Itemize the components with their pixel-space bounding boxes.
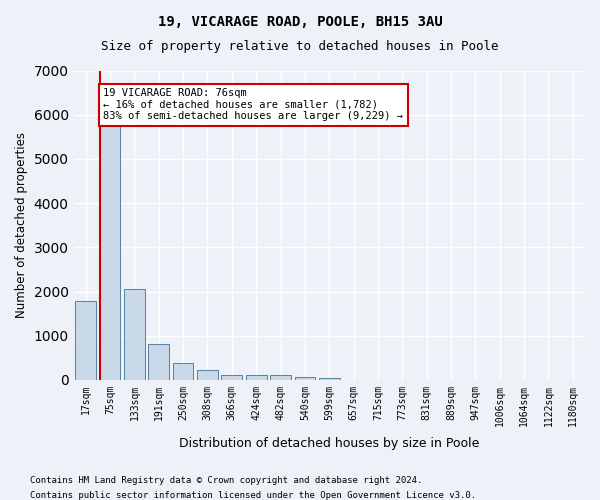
Bar: [221, 374, 242, 380]
Bar: [100, 126, 121, 380]
Bar: [148, 344, 169, 380]
Text: 19 VICARAGE ROAD: 76sqm
← 16% of detached houses are smaller (1,782)
83% of semi: 19 VICARAGE ROAD: 76sqm ← 16% of detache…: [103, 88, 403, 122]
Text: Contains HM Land Registry data © Crown copyright and database right 2024.: Contains HM Land Registry data © Crown c…: [30, 476, 422, 485]
Y-axis label: Number of detached properties: Number of detached properties: [15, 132, 28, 318]
X-axis label: Distribution of detached houses by size in Poole: Distribution of detached houses by size …: [179, 437, 479, 450]
Bar: [295, 377, 315, 380]
Bar: [246, 376, 266, 380]
Text: Contains public sector information licensed under the Open Government Licence v3: Contains public sector information licen…: [30, 491, 476, 500]
Bar: [197, 370, 218, 380]
Text: 19, VICARAGE ROAD, POOLE, BH15 3AU: 19, VICARAGE ROAD, POOLE, BH15 3AU: [158, 15, 442, 29]
Bar: [173, 363, 193, 380]
Bar: [124, 290, 145, 380]
Bar: [76, 301, 96, 380]
Bar: [270, 376, 291, 380]
Bar: [319, 378, 340, 380]
Text: Size of property relative to detached houses in Poole: Size of property relative to detached ho…: [101, 40, 499, 53]
